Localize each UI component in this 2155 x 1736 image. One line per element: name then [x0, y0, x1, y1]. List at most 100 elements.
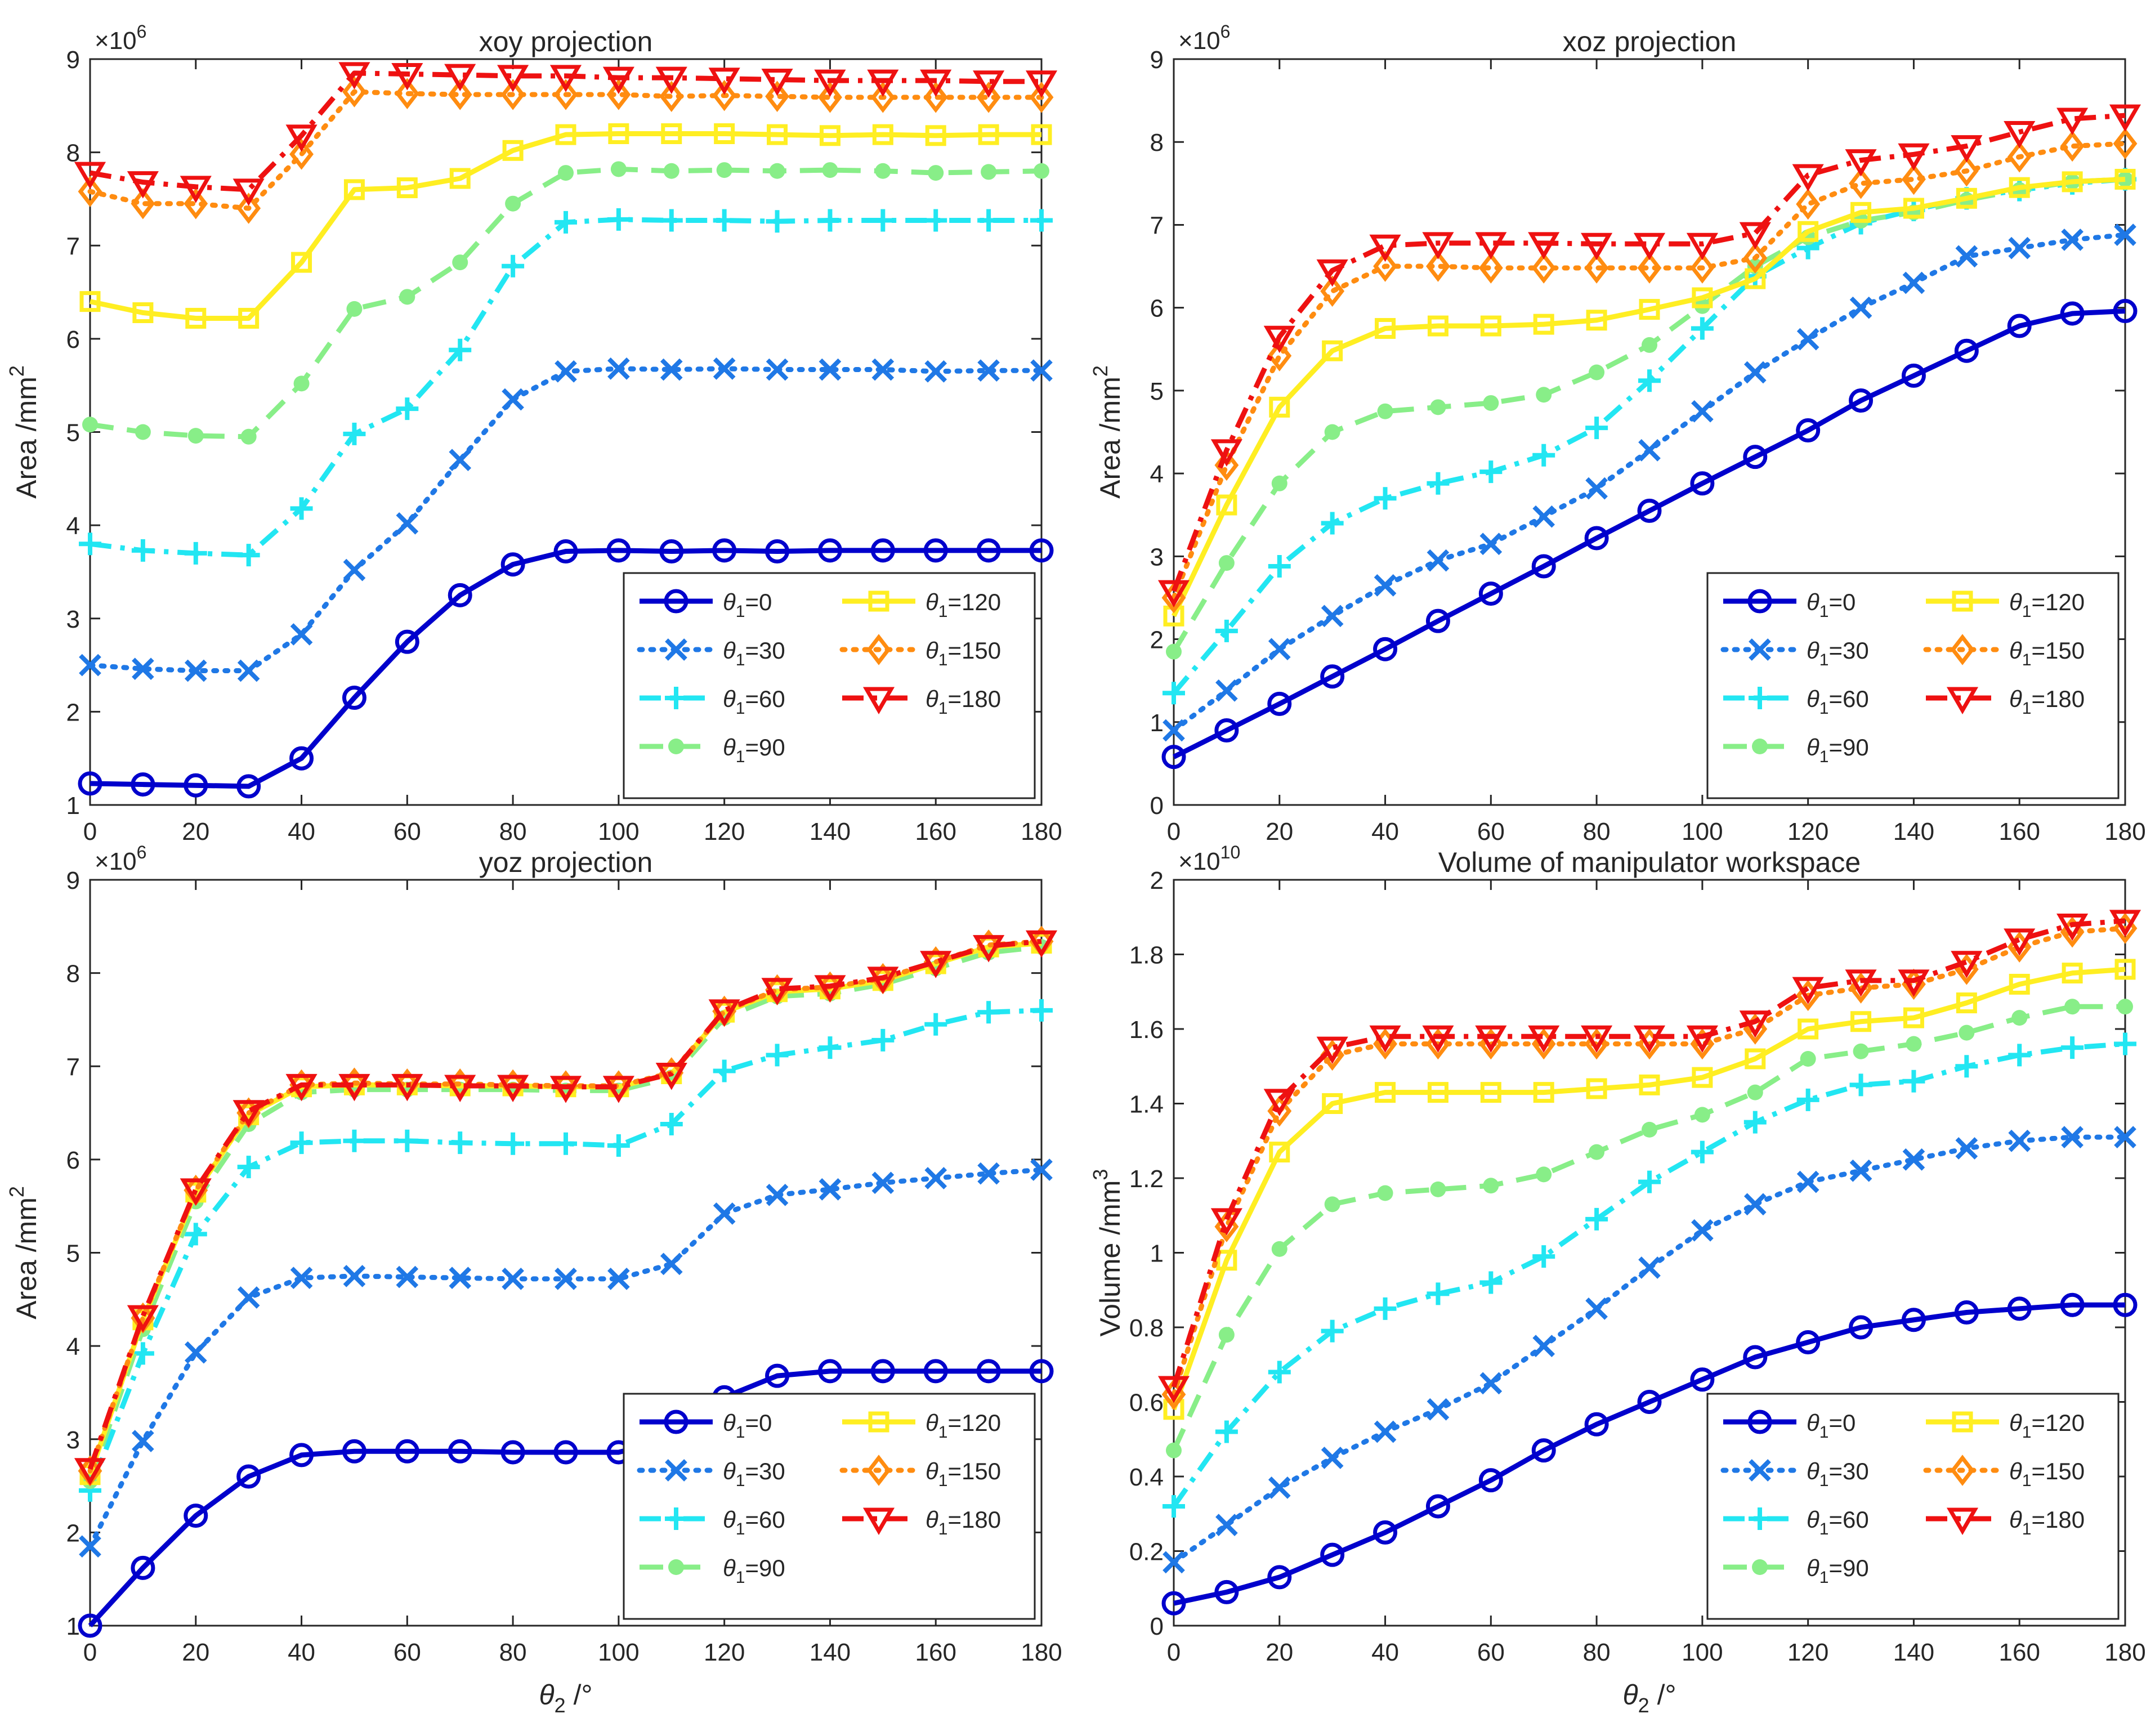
- data-point: [1425, 609, 1450, 633]
- data-point: [1210, 1208, 1242, 1236]
- series-line: [1171, 141, 2128, 601]
- series-1150: [78, 76, 1054, 224]
- x-tick-label: 40: [288, 1639, 315, 1666]
- series-190: [82, 161, 1049, 445]
- data-point: [1955, 245, 1978, 268]
- y-tick-label: 5: [66, 1240, 80, 1268]
- data-point: [1743, 445, 1768, 469]
- data-point: [817, 1359, 842, 1384]
- data-point: [1324, 424, 1340, 440]
- data-point: [346, 301, 363, 317]
- data-point: [285, 124, 318, 152]
- data-point: [391, 63, 423, 91]
- legend-marker: [1952, 1411, 1973, 1433]
- data-point: [1316, 1036, 1348, 1064]
- data-point: [607, 357, 630, 380]
- data-point: [396, 512, 419, 535]
- x-tick-label: 80: [1583, 1639, 1611, 1666]
- data-point: [448, 1439, 472, 1464]
- legend-box: [1706, 1393, 2120, 1620]
- y-tick-label: 1.2: [1129, 1165, 1164, 1193]
- data-point: [1166, 1442, 1182, 1458]
- data-point: [1479, 1372, 1503, 1395]
- legend-item: θ1=150: [1923, 634, 2085, 669]
- data-point: [2060, 301, 2085, 326]
- data-point: [1163, 1495, 1185, 1518]
- legend-item: θ1=180: [1926, 1506, 2085, 1538]
- data-point: [1903, 198, 1924, 219]
- data-point: [870, 1359, 895, 1384]
- data-point: [290, 623, 313, 646]
- data-point: [236, 774, 261, 799]
- x-tick-label: 140: [810, 818, 851, 845]
- data-point: [1691, 400, 1714, 423]
- data-point: [1639, 1074, 1660, 1095]
- data-point: [765, 80, 789, 112]
- data-point: [184, 659, 207, 682]
- data-point: [870, 538, 895, 563]
- data-point: [1427, 315, 1448, 337]
- data-point: [1215, 1514, 1238, 1536]
- legend-marker: [1950, 634, 1975, 665]
- data-point: [712, 79, 737, 111]
- data-point: [1427, 1398, 1450, 1421]
- data-point: [977, 209, 1000, 232]
- data-point: [1792, 164, 1824, 192]
- data-point: [1694, 1107, 1710, 1123]
- data-point: [1029, 1359, 1054, 1384]
- data-point: [1951, 135, 1983, 163]
- data-point: [819, 1036, 842, 1059]
- series-1150: [1161, 912, 2138, 1410]
- data-point: [1528, 232, 1560, 259]
- data-point: [1850, 1011, 1872, 1032]
- data-point: [236, 1464, 261, 1489]
- legend-marker: [664, 1410, 688, 1434]
- legend-label: θ1=90: [1807, 734, 1869, 766]
- data-point: [1216, 494, 1237, 516]
- x-tick-label: 0: [1167, 818, 1181, 845]
- x-tick-label: 0: [83, 1639, 97, 1666]
- data-point: [610, 161, 627, 177]
- data-point: [1954, 1300, 1979, 1325]
- data-point: [1157, 580, 1190, 608]
- series-line: [1172, 308, 2126, 759]
- data-point: [1690, 471, 1715, 496]
- data-point: [558, 165, 574, 181]
- data-point: [180, 176, 212, 203]
- legend-item: θ1=90: [640, 734, 785, 766]
- data-point: [555, 1132, 577, 1155]
- data-point: [1690, 252, 1715, 284]
- series-line: [1171, 967, 2126, 1411]
- y-tick-label: 0.8: [1129, 1314, 1164, 1342]
- x-tick-label: 60: [1477, 818, 1505, 845]
- x-tick-label: 100: [1682, 818, 1723, 845]
- data-point: [396, 397, 419, 420]
- x-tick-label: 100: [598, 818, 639, 845]
- series-line: [1171, 925, 2128, 1397]
- legend-item: θ1=30: [637, 637, 785, 669]
- data-point: [1951, 951, 1983, 978]
- series-line: [90, 166, 1042, 440]
- data-point: [1373, 637, 1398, 661]
- data-point: [237, 659, 260, 682]
- data-point: [655, 1063, 687, 1090]
- data-point: [1163, 1551, 1185, 1574]
- data-point: [448, 79, 472, 110]
- x-tick-label: 140: [1893, 1639, 1934, 1666]
- y-axis-label: Area /mm2: [5, 1186, 42, 1319]
- data-point: [924, 360, 947, 383]
- data-point: [1427, 549, 1450, 572]
- data-point: [1956, 992, 1977, 1014]
- data-point: [1800, 1051, 1816, 1067]
- series-160: [79, 999, 1053, 1502]
- data-point: [127, 171, 159, 199]
- data-point: [1796, 418, 1821, 443]
- axis-exponent-label: ×106: [95, 842, 146, 875]
- data-point: [184, 773, 208, 798]
- data-point: [1374, 574, 1397, 597]
- x-tick-label: 60: [394, 818, 421, 845]
- x-tick-label: 20: [1266, 1639, 1293, 1666]
- x-tick-label: 60: [394, 1639, 421, 1666]
- data-point: [2056, 108, 2089, 135]
- chart-panel-2: 0 20 40 60 80 100 120 140 160 180 0 1 2 3 4 5 6 7 8 9 ×106 xo…: [1089, 21, 2146, 845]
